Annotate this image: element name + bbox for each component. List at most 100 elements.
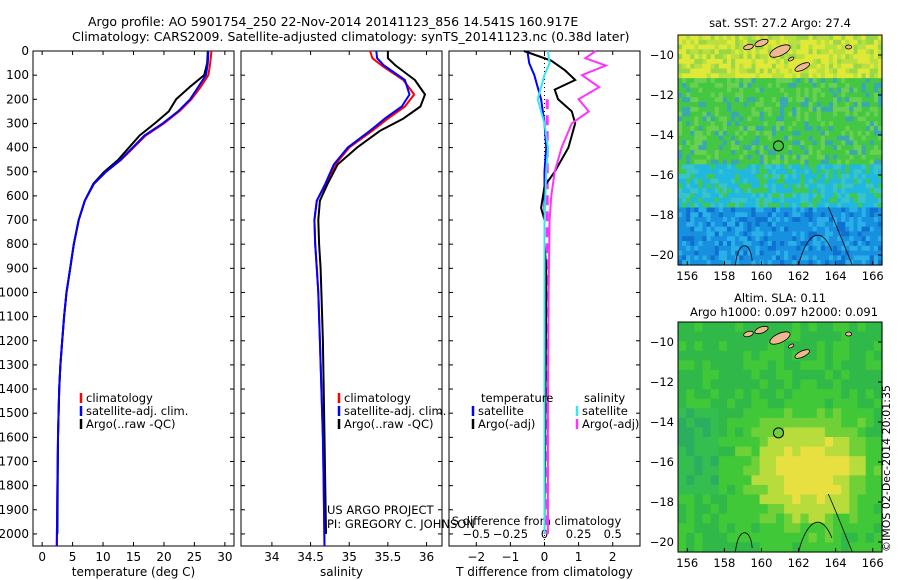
plot-frame-salinity: [240, 50, 443, 547]
map-cell: [706, 197, 712, 204]
map-cell: [865, 360, 875, 371]
map-cell: [816, 106, 822, 113]
map-cell: [865, 245, 871, 252]
map-cell: [690, 54, 695, 60]
map-y-tick-label: −20: [650, 535, 674, 549]
map-cell: [849, 49, 855, 55]
map-cell: [678, 331, 687, 342]
map-cell: [702, 331, 712, 342]
map-cell: [788, 73, 793, 79]
map-cell: [833, 68, 838, 74]
map-cell: [800, 150, 806, 156]
map-cell: [735, 68, 740, 74]
map-cell: [788, 245, 793, 252]
map-cell: [702, 121, 708, 127]
map-cell: [808, 106, 814, 113]
map-cell: [808, 202, 814, 209]
map-cell: [792, 130, 797, 137]
map-cell: [820, 82, 826, 89]
map-cell: [735, 542, 744, 553]
map-cell: [743, 475, 753, 486]
map-cell: [857, 245, 863, 252]
map-cell: [682, 116, 687, 122]
map-cell: [694, 135, 699, 142]
map-cell: [865, 504, 875, 515]
map-cell: [816, 504, 826, 515]
map-cell: [726, 58, 732, 65]
map-cell: [767, 92, 773, 98]
x2-tick-label: −0.25: [493, 527, 528, 541]
map-cell: [796, 126, 801, 132]
map-cell: [816, 44, 822, 50]
map-cell: [784, 63, 789, 70]
map-cell: [751, 73, 757, 79]
map-cell: [800, 126, 806, 132]
map-cell: [869, 250, 875, 257]
map-cell: [816, 260, 822, 266]
map-cell: [771, 58, 777, 65]
map-cell: [682, 260, 687, 266]
map-cell: [759, 178, 765, 185]
map-cell: [694, 111, 699, 118]
map-cell: [698, 87, 704, 94]
map-cell: [845, 35, 850, 41]
map-cell: [702, 130, 708, 137]
map-cell: [702, 369, 712, 381]
map-cell: [706, 49, 712, 55]
map-cell: [824, 58, 830, 65]
x-tick-label: 10: [95, 550, 110, 564]
map-cell: [792, 183, 797, 189]
map-cell: [792, 164, 797, 170]
map-cell: [873, 437, 883, 448]
map-cell: [702, 188, 708, 194]
map-cell: [714, 173, 720, 180]
map-cell: [743, 183, 748, 189]
map-cell: [775, 197, 781, 204]
map-cell: [800, 54, 806, 60]
x-tick-label: 30: [217, 550, 232, 564]
map-cell: [816, 202, 822, 209]
map-cell: [735, 111, 740, 118]
map-cell: [780, 68, 785, 74]
map-cell: [824, 389, 834, 400]
map-cell: [812, 178, 818, 185]
map-cell: [771, 116, 777, 122]
map-cell: [706, 183, 712, 189]
map-cell: [775, 106, 781, 113]
map-cell: [861, 49, 867, 55]
map-cell: [751, 207, 757, 213]
map-cell: [726, 197, 732, 204]
map-cell: [686, 130, 691, 137]
map-cell: [784, 360, 793, 371]
map-cell: [849, 145, 855, 151]
map-cell: [816, 398, 826, 409]
map-cell: [690, 183, 695, 189]
map-cell: [726, 173, 732, 180]
map-cell: [816, 494, 826, 505]
map-cell: [743, 360, 753, 371]
map-cell: [722, 35, 728, 41]
map-cell: [853, 183, 859, 189]
map-cell: [702, 145, 708, 151]
map-cell: [853, 221, 859, 228]
map-cell: [775, 369, 785, 381]
map-cell: [682, 39, 687, 46]
map-cell: [824, 197, 830, 204]
map-cell: [877, 188, 883, 194]
map-cell: [755, 92, 761, 98]
map-cell: [792, 169, 797, 175]
map-cell: [833, 341, 842, 352]
map-cell: [759, 63, 765, 70]
map-cell: [686, 140, 691, 146]
map-cell: [731, 255, 736, 261]
map-cell: [873, 140, 879, 146]
map-cell: [816, 111, 822, 118]
map-cell: [694, 63, 699, 70]
map-cell: [743, 217, 748, 223]
map-cell: [873, 73, 879, 79]
map-cell: [755, 54, 761, 60]
map-cell: [877, 106, 883, 113]
map-cell: [682, 178, 687, 185]
map-cell: [800, 111, 806, 118]
map-cell: [682, 236, 687, 242]
